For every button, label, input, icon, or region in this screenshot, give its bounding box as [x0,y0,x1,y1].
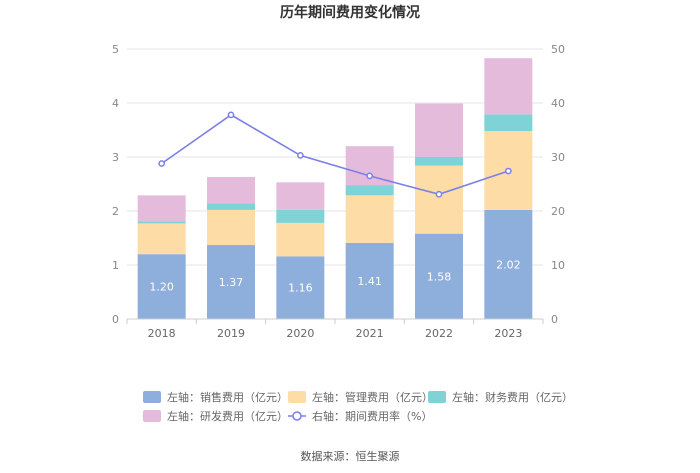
line-series [158,111,512,198]
left-tick-label: 4 [112,97,119,110]
left-tick-label: 1 [112,259,119,272]
bar-value-label: 2.02 [496,258,521,271]
right-tick-label: 20 [551,205,565,218]
legend-label: 左轴：研发费用（亿元） [167,409,288,423]
left-tick-label: 2 [112,205,119,218]
left-tick-label: 5 [112,43,119,56]
right-tick-label: 10 [551,259,565,272]
legend-label: 左轴：销售费用（亿元） [167,390,288,404]
legend-label: 右轴：期间费用率（%） [312,409,432,423]
bar-segment-1 [345,242,394,319]
bar-segment-2 [345,195,394,243]
legend-marker [292,411,302,421]
right-tick-label: 0 [551,313,558,326]
legend-label: 左轴：管理费用（亿元） [312,390,433,404]
bar-segment-1 [415,233,463,319]
x-tick-label: 2019 [217,327,245,340]
right-tick-label: 30 [551,151,565,164]
legend-swatch [143,410,161,422]
bar-segment-3 [137,221,186,224]
grid-lines [127,48,543,320]
expense-rate-line [161,113,509,196]
bar-segment-4 [207,176,255,204]
line-point [296,152,304,159]
line-point [366,172,374,180]
left-axis: 0 1 2 3 4 5 [112,43,119,326]
legend-label: 左轴：财务费用（亿元） [452,390,573,404]
right-tick-label: 40 [551,97,565,110]
bar-value-label: 1.41 [357,275,382,288]
left-tick-label: 3 [112,151,119,164]
bar-segment-3 [345,185,394,196]
x-tick-label: 2018 [148,327,176,340]
bar-segment-2 [207,209,255,246]
bar-segment-2 [137,223,186,255]
bar-segment-4 [276,182,325,210]
bar-value-label: 1.16 [288,282,313,295]
bar-segment-1 [484,209,533,319]
legend-item: 右轴：期间费用率（%） [288,409,432,423]
line-point [227,111,235,119]
line-point [504,167,512,175]
x-tick-label: 2021 [356,327,384,340]
bar-segment-2 [415,165,463,234]
legend: 左轴：销售费用（亿元） 左轴：管理费用（亿元） 左轴：财务费用（亿元） 左轴：研发费用… [143,390,573,423]
bar-series [137,58,533,319]
legend-item: 左轴：研发费用（亿元） [143,409,288,423]
line-point [435,190,443,198]
legend-swatch [143,391,161,403]
bar-segment-1 [276,256,325,319]
data-source: 数据来源：恒生聚源 [301,449,400,463]
right-tick-label: 50 [551,43,565,56]
legend-swatch [428,391,446,403]
bar-segment-4 [137,195,186,222]
legend-item: 左轴：销售费用（亿元） [143,390,288,404]
bar-segment-4 [484,58,533,115]
bar-segment-4 [415,103,463,157]
bar-segment-1 [207,245,255,319]
bar-value-label: 1.37 [219,276,244,289]
bar-value-labels: 1.20 1.37 1.16 1.41 1.58 2.02 [149,258,520,294]
x-tick-label: 2023 [494,327,522,340]
bar-value-label: 1.58 [427,270,452,283]
left-tick-label: 0 [112,313,119,326]
x-tick-label: 2020 [286,327,314,340]
legend-item: 左轴：财务费用（亿元） [428,390,573,404]
bar-segment-1 [137,254,186,319]
right-axis: 0 10 20 30 40 50 [551,43,565,326]
bar-segment-3 [276,209,325,223]
legend-swatch [288,391,306,403]
line-point [158,160,166,167]
bar-value-label: 1.20 [149,281,174,294]
bar-segment-3 [207,203,255,210]
chart-title: 历年期间费用变化情况 [280,4,420,21]
bar-segment-3 [484,114,533,132]
x-axis: 2018 2019 2020 2021 2022 2023 [126,318,544,340]
x-tick-label: 2022 [425,327,453,340]
legend-item: 左轴：管理费用（亿元） [288,390,433,404]
bar-segment-2 [276,222,325,257]
bar-segment-3 [415,157,463,166]
